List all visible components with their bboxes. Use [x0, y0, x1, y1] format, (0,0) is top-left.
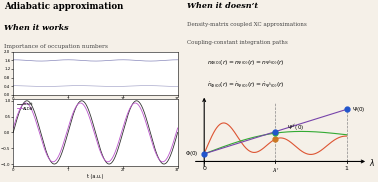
- Text: Adiabatic approximation: Adiabatic approximation: [3, 2, 123, 11]
- Text: Density-matrix coupled XC approximations: Density-matrix coupled XC approximations: [187, 22, 307, 27]
- Text: 1: 1: [345, 166, 349, 171]
- exact: [111, 159, 116, 161]
- ALDA: [175, 127, 180, 129]
- Line: ALDA: ALDA: [13, 103, 178, 162]
- Text: $n_{\Phi(0)}(r) = n_{\Psi(0)}(r) = n_{\Psi^{\lambda}(0)}(r)$: $n_{\Phi(0)}(r) = n_{\Psi(0)}(r) = n_{\P…: [207, 58, 284, 67]
- exact: [21, 102, 26, 104]
- Text: $\lambda$: $\lambda$: [369, 157, 375, 168]
- Text: $\dot{n}_{\Phi(0)}(r) = \dot{n}_{\Psi(0)}(r) = \dot{n}_{\Psi^{\lambda}(0)}(r)$: $\dot{n}_{\Phi(0)}(r) = \dot{n}_{\Psi(0)…: [207, 80, 284, 89]
- Text: $\Psi^{\lambda'}(0)$: $\Psi^{\lambda'}(0)$: [287, 123, 304, 133]
- Text: $\Phi(0)$: $\Phi(0)$: [185, 149, 198, 158]
- exact: [11, 131, 15, 134]
- Legend: exact, ALDA: exact, ALDA: [17, 102, 34, 111]
- ALDA: [11, 127, 15, 129]
- ALDA: [116, 143, 120, 145]
- ALDA: [160, 161, 165, 163]
- Text: When it doesn’t: When it doesn’t: [187, 2, 258, 10]
- X-axis label: t (a.u.): t (a.u.): [87, 174, 104, 179]
- exact: [175, 131, 180, 134]
- ALDA: [153, 150, 157, 152]
- exact: [107, 163, 112, 165]
- ALDA: [111, 156, 115, 158]
- exact: [116, 147, 121, 149]
- ALDA: [21, 103, 26, 105]
- Text: Importance of occupation numbers: Importance of occupation numbers: [3, 44, 107, 49]
- Text: $\lambda'$: $\lambda'$: [272, 166, 279, 175]
- exact: [107, 163, 111, 165]
- exact: [79, 100, 84, 102]
- Text: When it works: When it works: [3, 24, 68, 32]
- ALDA: [133, 102, 138, 104]
- Line: exact: exact: [13, 101, 178, 164]
- ALDA: [107, 161, 111, 163]
- Text: $\Psi(0)$: $\Psi(0)$: [352, 105, 366, 114]
- exact: [153, 148, 158, 151]
- Text: Coupling-constant integration paths: Coupling-constant integration paths: [187, 40, 288, 45]
- ALDA: [136, 104, 140, 106]
- exact: [136, 100, 141, 102]
- Text: 0: 0: [202, 166, 206, 171]
